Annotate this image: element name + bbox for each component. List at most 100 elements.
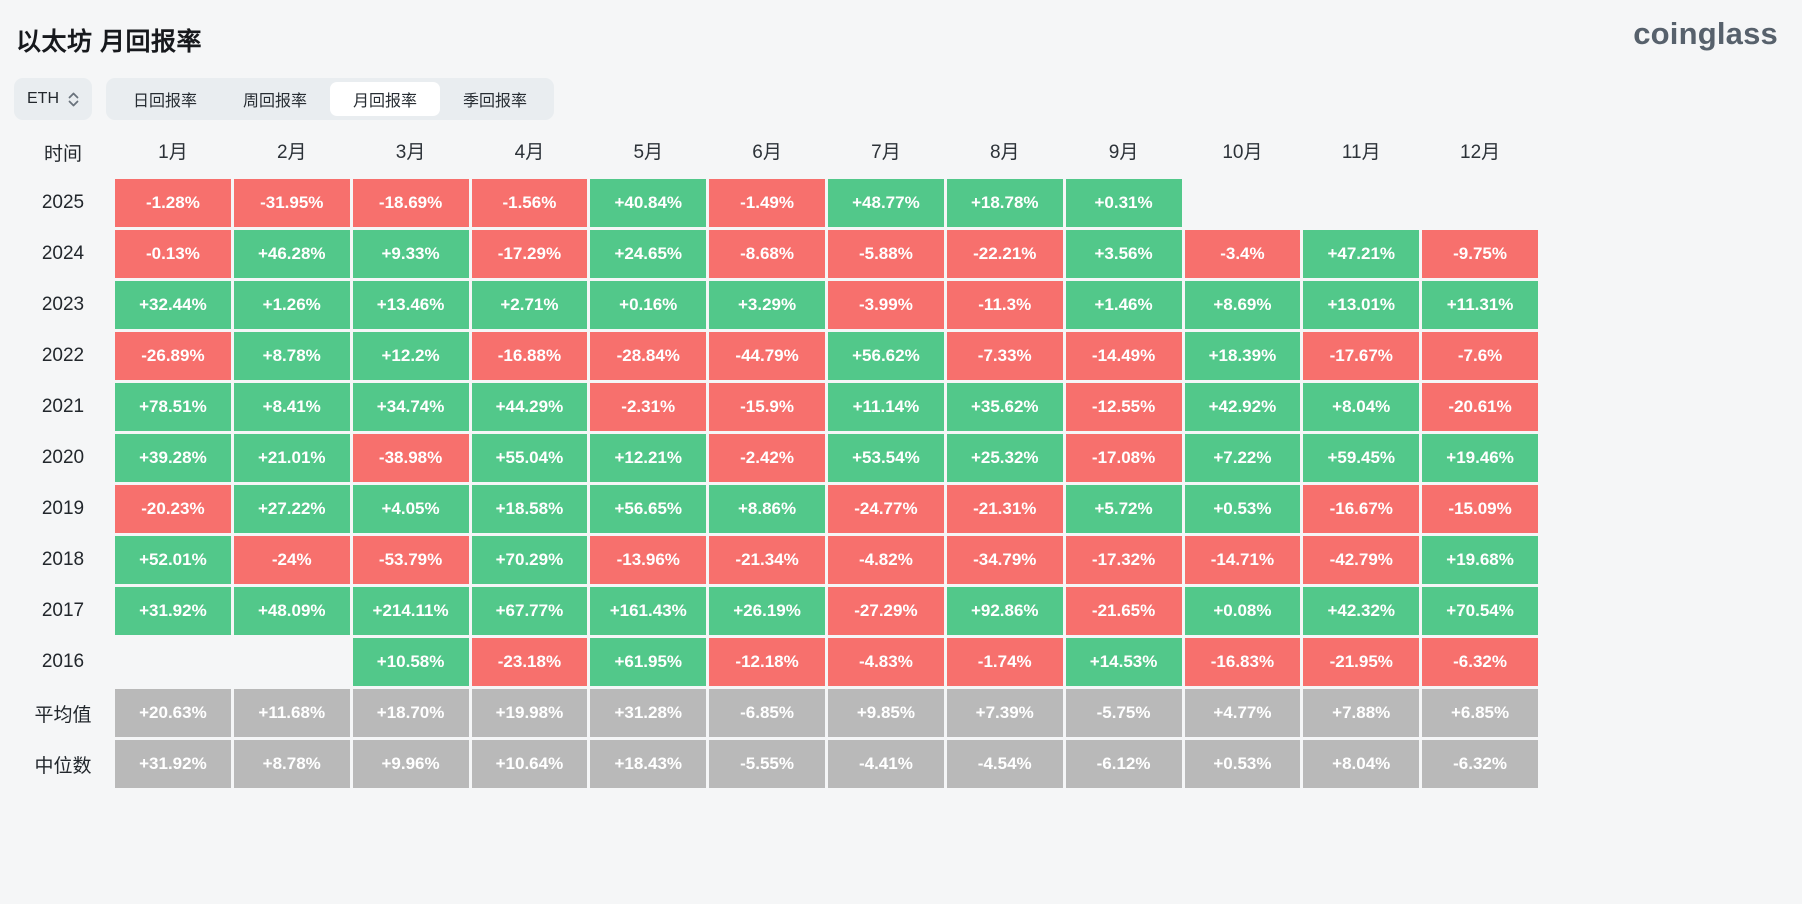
summary-cell: -5.55% [709,740,825,788]
return-cell: +35.62% [946,383,1063,431]
empty-cell [234,638,350,686]
return-cell: +67.77% [471,587,588,635]
updown-caret-icon [68,92,79,107]
month-header: 12月 [1460,141,1501,163]
tab-monthly-returns[interactable]: 月回报率 [330,82,441,116]
return-cell: -6.32% [1422,638,1538,686]
controls-row: ETH 日回报率 周回报率 月回报率 季回报率 [14,78,1778,120]
tab-daily-returns[interactable]: 日回报率 [110,82,220,116]
summary-cell: +9.85% [828,689,944,737]
return-cell: -1.28% [115,179,231,227]
return-cell: -7.6% [1422,332,1538,380]
return-cell: -34.79% [946,536,1063,584]
summary-cell: +31.92% [115,740,231,788]
summary-cell: +10.64% [471,740,588,788]
month-header: 7月 [871,141,901,163]
return-cell: -5.88% [828,230,944,278]
return-cell: -21.34% [709,536,825,584]
return-cell: +8.04% [1303,383,1420,431]
year-label: 2017 [41,600,85,621]
return-cell: +0.53% [1184,485,1301,533]
summary-cell: +11.68% [233,689,350,737]
return-cell: +7.22% [1184,434,1301,482]
return-cell: -31.95% [233,179,350,227]
symbol-select[interactable]: ETH [14,78,92,120]
summary-cell: -4.41% [828,740,944,788]
month-header: 3月 [395,141,426,163]
summary-cell: +18.43% [590,740,707,788]
return-cell: -9.75% [1422,230,1538,278]
return-cell: +42.92% [1184,383,1301,431]
return-cell: +18.78% [946,179,1063,227]
page-title: 以太坊 月回报率 [16,28,202,56]
return-cell: -2.42% [709,434,825,482]
time-column-header: 时间 [43,143,82,165]
return-cell: +34.74% [352,383,469,431]
return-cell: -17.67% [1303,332,1420,380]
return-cell: +53.54% [828,434,944,482]
return-cell: +0.31% [1065,179,1182,227]
return-cell: -44.79% [709,332,825,380]
return-cell: +0.08% [1184,587,1301,635]
return-cell: -17.08% [1065,434,1182,482]
return-cell: +13.46% [352,281,469,329]
return-cell: +19.68% [1422,536,1538,584]
empty-cell [1185,179,1301,227]
summary-cell: +0.53% [1184,740,1301,788]
return-cell: -23.18% [471,638,588,686]
return-cell: -18.69% [352,179,469,227]
return-cell: +44.29% [471,383,588,431]
return-cell: +10.58% [352,638,469,686]
return-cell: +3.29% [709,281,825,329]
return-cell: -8.68% [709,230,825,278]
return-cell: +18.58% [471,485,588,533]
return-cell: -12.18% [709,638,825,686]
return-cell: -16.88% [471,332,588,380]
return-cell: +25.32% [946,434,1063,482]
return-cell: -28.84% [590,332,707,380]
return-cell: +40.84% [590,179,707,227]
summary-cell: +8.04% [1303,740,1420,788]
topbar: 以太坊 月回报率 coinglass [14,14,1778,58]
return-cell: +48.77% [828,179,944,227]
return-cell: -1.74% [946,638,1063,686]
period-tabs: 日回报率 周回报率 月回报率 季回报率 [106,78,555,120]
return-cell: -7.33% [946,332,1063,380]
summary-cell: +4.77% [1184,689,1301,737]
return-cell: +92.86% [946,587,1063,635]
year-label: 2018 [41,549,85,570]
return-cell: +78.51% [115,383,231,431]
return-cell: +21.01% [233,434,350,482]
return-cell: +56.65% [590,485,707,533]
return-cell: -16.67% [1303,485,1420,533]
return-cell: +9.33% [352,230,469,278]
year-label: 2020 [41,447,85,468]
month-header: 10月 [1222,141,1263,163]
page: 以太坊 月回报率 coinglass ETH 日回报率 周回报率 月回报率 季回… [14,14,1778,788]
return-cell: -26.89% [115,332,231,380]
return-cell: -21.31% [946,485,1063,533]
return-cell: +27.22% [233,485,350,533]
summary-cell: +8.78% [233,740,350,788]
tab-weekly-returns[interactable]: 周回报率 [220,82,330,116]
return-cell: +8.41% [233,383,350,431]
summary-cell: -6.32% [1422,740,1538,788]
return-cell: -16.83% [1184,638,1301,686]
monthly-returns-table: 时间 1月 2月 3月 4月 5月 6月 7月 8月 9月 10月 11月 12月 2025 -1.28% -… [14,128,1538,788]
return-cell: +1.26% [233,281,350,329]
return-cell: +11.14% [828,383,944,431]
return-cell: +48.09% [233,587,350,635]
return-cell: -15.09% [1422,485,1538,533]
return-cell: -22.21% [946,230,1063,278]
return-cell: +46.28% [233,230,350,278]
summary-cell: +18.70% [352,689,469,737]
return-cell: +31.92% [115,587,231,635]
summary-cell: -4.54% [946,740,1063,788]
summary-cell: +6.85% [1422,689,1538,737]
return-cell: -20.23% [115,485,231,533]
year-label: 2022 [41,345,85,366]
return-cell: -3.4% [1184,230,1301,278]
return-cell: -17.32% [1065,536,1182,584]
tab-quarterly-returns[interactable]: 季回报率 [440,82,550,116]
summary-cell: +20.63% [115,689,231,737]
